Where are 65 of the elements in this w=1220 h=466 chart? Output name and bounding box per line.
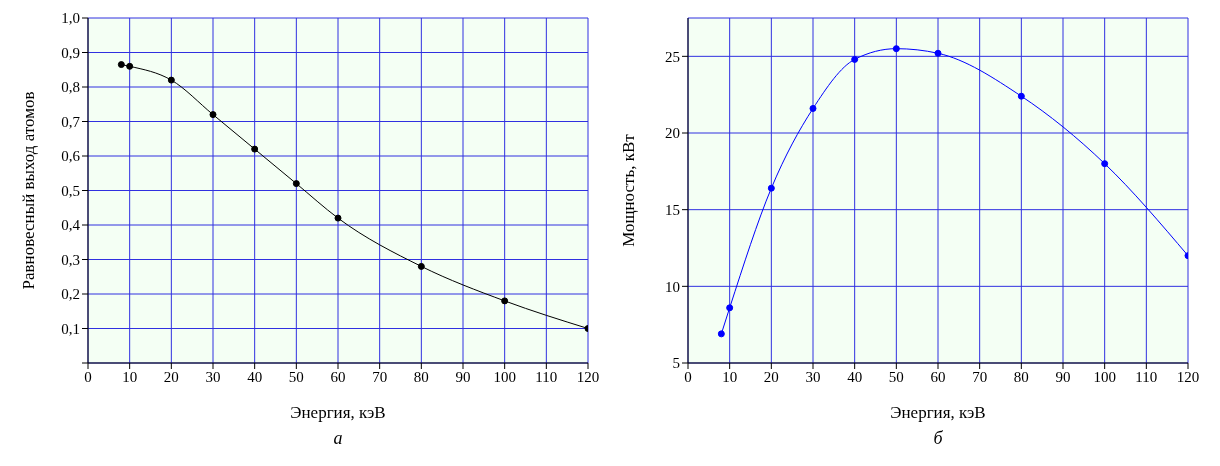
x-tick-label: 50: [288, 368, 304, 385]
x-tick-label: 70: [372, 368, 388, 385]
x-tick-label: 30: [205, 368, 221, 385]
x-tick-label: 70: [972, 368, 988, 385]
text: б: [933, 428, 943, 448]
x-tick-label: 30: [805, 368, 821, 385]
x-tick-label: 90: [1055, 368, 1071, 385]
y-tick-label: 0,2: [61, 286, 80, 303]
y-tick-label: 10: [665, 278, 680, 295]
x-tick-label: 120: [576, 368, 600, 385]
y-tick-label: 0,1: [61, 320, 80, 337]
y-tick-label: 0,4: [61, 217, 81, 234]
x-tick-label: 100: [493, 368, 516, 385]
point: [726, 304, 734, 312]
x-tick-label: 0: [84, 368, 92, 385]
x-tick-label: 110: [535, 368, 558, 385]
y-tick-label: 15: [665, 201, 680, 218]
point: [126, 62, 134, 70]
point: [767, 184, 775, 192]
point: [117, 61, 125, 69]
point: [209, 111, 217, 119]
point: [851, 55, 859, 63]
y-tick-label: 25: [665, 48, 680, 65]
y-axis-title: Равновесный выход атомов: [19, 91, 39, 290]
x-tick-label: 50: [888, 368, 904, 385]
x-axis-title: Энергия, кэВ: [290, 403, 386, 422]
x-axis-title: Энергия, кэВ: [890, 403, 986, 422]
x-tick-label: 90: [455, 368, 471, 385]
point: [501, 297, 509, 305]
x-tick-label: 10: [122, 368, 138, 385]
point: [1101, 160, 1109, 168]
point: [417, 262, 425, 270]
y-tick-label: 0,8: [61, 79, 80, 96]
point: [892, 45, 900, 53]
x-tick-label: 60: [330, 368, 346, 385]
point: [292, 180, 300, 188]
x-tick-label: 40: [847, 368, 863, 385]
x-tick-label: 120: [1176, 368, 1200, 385]
y-tick-label: 0,5: [61, 182, 80, 199]
y-tick-label: 1,0: [61, 10, 80, 27]
x-tick-label: 80: [413, 368, 429, 385]
x-tick-label: 110: [1135, 368, 1158, 385]
x-tick-label: 100: [1093, 368, 1116, 385]
x-tick-label: 0: [684, 368, 692, 385]
point: [167, 76, 175, 84]
x-tick-label: 60: [930, 368, 946, 385]
point: [809, 104, 817, 112]
y-tick-label: 0,3: [61, 251, 80, 268]
x-tick-label: 20: [763, 368, 779, 385]
x-tick-label: 20: [163, 368, 179, 385]
point: [1017, 92, 1025, 100]
point: [934, 49, 942, 57]
y-tick-label: 20: [665, 125, 680, 142]
point: [334, 214, 342, 222]
x-tick-label: 10: [722, 368, 738, 385]
x-tick-label: 40: [247, 368, 263, 385]
y-tick-label: 5: [672, 355, 680, 372]
y-tick-label: 0,9: [61, 44, 80, 61]
y-axis-title: Мощность, кВт: [619, 133, 639, 247]
y-tick-label: 0,7: [61, 113, 81, 130]
text: а: [333, 428, 343, 448]
x-tick-label: 80: [1013, 368, 1029, 385]
y-tick-label: 0,6: [61, 148, 81, 165]
point: [251, 145, 259, 153]
point: [717, 330, 725, 338]
